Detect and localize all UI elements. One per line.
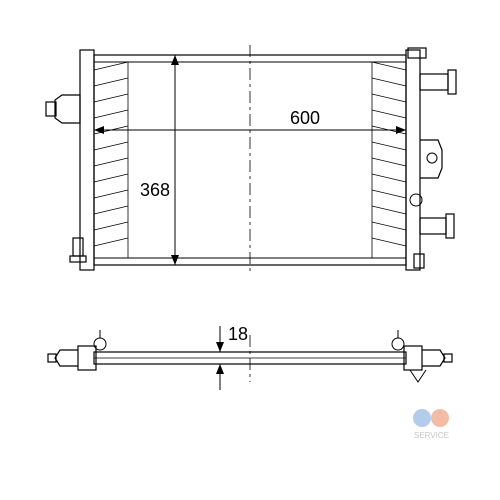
fin-hatch-right xyxy=(372,62,406,258)
right-fittings xyxy=(408,48,456,268)
watermark: SERVICE xyxy=(413,409,449,440)
top-right-fitting xyxy=(392,330,452,382)
dimension-thickness-label: 18 xyxy=(228,324,248,344)
dimension-thickness: 18 xyxy=(200,324,260,390)
fin-hatch-left xyxy=(94,62,128,258)
technical-drawing: 600 368 xyxy=(0,0,500,500)
top-view xyxy=(48,330,452,382)
dimension-width-label: 600 xyxy=(290,108,320,128)
dimension-height: 368 xyxy=(140,55,179,265)
dimension-height-label: 368 xyxy=(140,180,170,200)
svg-text:SERVICE: SERVICE xyxy=(414,431,449,440)
front-view xyxy=(46,45,456,275)
